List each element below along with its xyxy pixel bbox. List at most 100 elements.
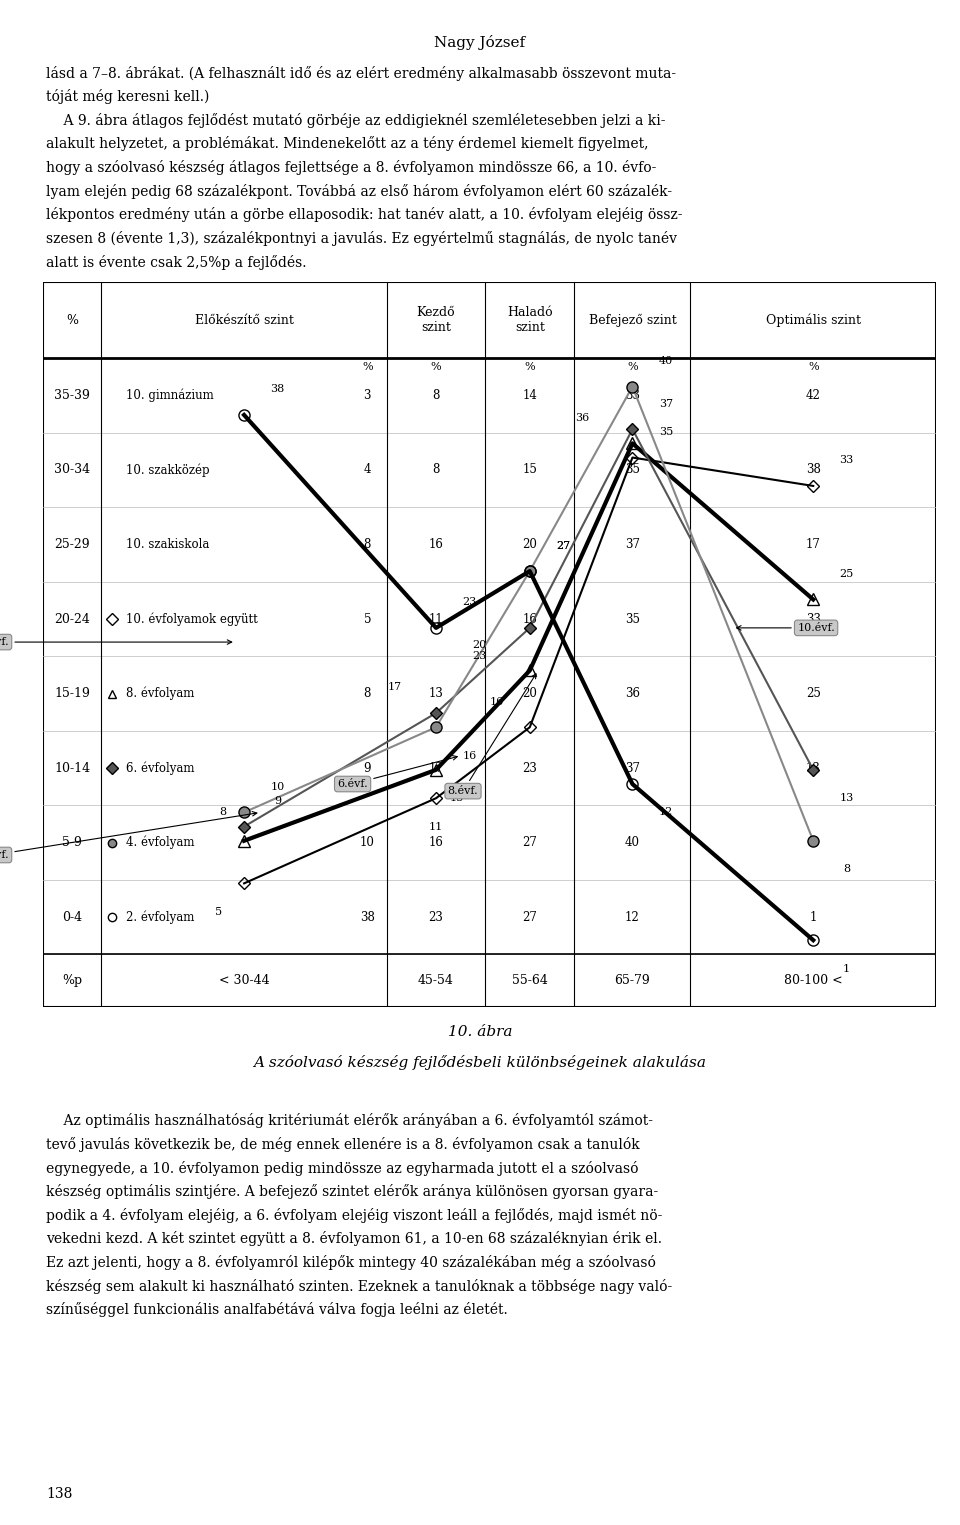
Text: 5: 5 [364,613,371,625]
Text: színűséggel funkcionális analfabétává válva fogja leélni az életét.: színűséggel funkcionális analfabétává vá… [46,1302,508,1318]
Text: 4.évf.: 4.évf. [0,811,257,860]
Text: 37: 37 [625,538,640,551]
Text: 8: 8 [432,389,440,403]
Text: 10-14: 10-14 [54,761,90,775]
Text: 42: 42 [805,389,821,403]
Text: A 9. ábra átlagos fejlődést mutató görbéje az eddigieknél szemléletesebben jelzi: A 9. ábra átlagos fejlődést mutató görbé… [46,113,665,128]
Text: %: % [431,361,442,372]
Text: Előkészítő szint: Előkészítő szint [195,314,294,326]
Text: egynegyede, a 10. évfolyamon pedig mindössze az egyharmada jutott el a szóolvasó: egynegyede, a 10. évfolyamon pedig mindö… [46,1161,638,1176]
Text: 45-54: 45-54 [419,974,454,987]
Text: lásd a 7–8. ábrákat. (A felhasznált idő és az elért eredmény alkalmasabb összevo: lásd a 7–8. ábrákat. (A felhasznált idő … [46,66,676,81]
Text: 13: 13 [450,793,464,804]
Text: 33: 33 [625,389,640,403]
Text: szesen 8 (évente 1,3), százalékpontnyi a javulás. Ez egyértelmű stagnálás, de ny: szesen 8 (évente 1,3), százalékpontnyi a… [46,232,677,246]
Text: készség sem alakult ki használható szinten. Ezeknek a tanulóknak a többsége nagy: készség sem alakult ki használható szint… [46,1278,672,1293]
Text: 27: 27 [522,910,538,924]
Text: 36: 36 [575,413,589,422]
Text: A szóolvasó készség fejlődésbeli különbségeinek alakulása: A szóolvasó készség fejlődésbeli különbs… [253,1055,707,1071]
Text: 27: 27 [556,540,570,551]
Text: 1: 1 [809,910,817,924]
Text: 33: 33 [839,456,853,465]
Text: 4: 4 [364,464,371,476]
Text: 138: 138 [46,1487,72,1501]
Text: 13: 13 [805,761,821,775]
Text: 10. ábra: 10. ábra [447,1025,513,1039]
Text: 17: 17 [805,538,821,551]
Text: 16: 16 [428,836,444,849]
Text: 37: 37 [659,398,673,409]
Text: 27: 27 [556,540,570,551]
Text: alakult helyzetet, a problémákat. Mindenekelőtt az a tény érdemel kiemelt figyel: alakult helyzetet, a problémákat. Minden… [46,137,649,151]
Text: %: % [524,361,535,372]
Text: 8: 8 [809,836,817,849]
Text: %: % [627,361,637,372]
Text: 30-34: 30-34 [54,464,90,476]
Text: 12: 12 [625,910,639,924]
Text: 16: 16 [490,697,503,706]
Text: 55-64: 55-64 [512,974,548,987]
Text: 23: 23 [472,651,487,662]
Text: 10. szakiskola: 10. szakiskola [126,538,209,551]
Text: 13: 13 [839,793,853,804]
Text: 40: 40 [659,355,673,366]
Text: 2.évf.: 2.évf. [0,637,231,647]
Text: 20: 20 [522,538,538,551]
Text: 27: 27 [522,836,538,849]
Text: lékpontos eredmény után a görbe ellaposodik: hat tanév alatt, a 10. évfolyam ele: lékpontos eredmény után a görbe ellaposo… [46,207,683,223]
Text: 36: 36 [625,688,640,700]
Text: 14: 14 [522,389,538,403]
Text: 20: 20 [472,640,487,650]
Text: 8: 8 [364,688,371,700]
Text: Kezdő
szint: Kezdő szint [417,307,455,334]
Text: < 30-44: < 30-44 [219,974,270,987]
Text: 10. szakközép: 10. szakközép [126,464,210,477]
Text: 5: 5 [215,907,223,917]
Text: 11: 11 [429,613,444,625]
Text: Ez azt jelenti, hogy a 8. évfolyamról kilépők mintegy 40 százalékában még a szóo: Ez azt jelenti, hogy a 8. évfolyamról ki… [46,1255,656,1270]
Text: 37: 37 [625,761,640,775]
Text: 38: 38 [360,910,374,924]
Text: 2. évfolyam: 2. évfolyam [126,910,195,924]
Text: 35: 35 [659,427,673,438]
Text: 40: 40 [625,836,640,849]
Text: 20: 20 [522,688,538,700]
Text: 17: 17 [428,761,444,775]
Text: 23: 23 [428,910,444,924]
Text: 9: 9 [274,796,281,807]
Text: 8: 8 [843,865,851,874]
Text: tevő javulás következik be, de még ennek ellenére is a 8. évfolyamon csak a tanu: tevő javulás következik be, de még ennek… [46,1138,639,1151]
Text: 12: 12 [659,807,673,817]
Text: készség optimális szintjére. A befejező szintet elérők aránya különösen gyorsan : készség optimális szintjére. A befejező … [46,1183,659,1199]
Text: 8.évf.: 8.évf. [447,674,536,796]
Text: 9: 9 [364,761,371,775]
Text: 16: 16 [428,538,444,551]
Text: 13: 13 [428,688,444,700]
Text: 8: 8 [220,807,227,817]
Text: 6. évfolyam: 6. évfolyam [126,761,195,775]
Text: lyam elején pedig 68 százalékpont. Továbbá az első három évfolyamon elért 60 szá: lyam elején pedig 68 százalékpont. Továb… [46,185,672,198]
Text: 10: 10 [360,836,374,849]
Text: podik a 4. évfolyam elejéig, a 6. évfolyam elejéig viszont leáll a fejlődés, maj: podik a 4. évfolyam elejéig, a 6. évfoly… [46,1208,662,1223]
Text: 80-100 <: 80-100 < [784,974,843,987]
Text: 35: 35 [625,464,640,476]
Text: 6.évf.: 6.évf. [337,755,457,788]
Text: 16: 16 [522,613,538,625]
Text: %: % [808,361,819,372]
Text: 15: 15 [522,464,538,476]
Text: 10.évf.: 10.évf. [736,622,835,633]
Text: %p: %p [62,974,83,987]
Text: Optimális szint: Optimális szint [766,314,861,326]
Text: vekedni kezd. A két szintet együtt a 8. évfolyamon 61, a 10-en 68 százaléknyian : vekedni kezd. A két szintet együtt a 8. … [46,1232,662,1246]
Text: 17: 17 [387,683,401,692]
Text: hogy a szóolvasó készség átlagos fejlettsége a 8. évfolyamon mindössze 66, a 10.: hogy a szóolvasó készség átlagos fejlett… [46,160,657,175]
Text: 33: 33 [805,613,821,625]
Text: 0-4: 0-4 [62,910,83,924]
Text: 10: 10 [271,782,284,791]
Text: 35: 35 [625,613,640,625]
Text: Befejező szint: Befejező szint [588,314,677,326]
Text: 8: 8 [432,464,440,476]
Text: 10. gimnázium: 10. gimnázium [126,389,214,403]
Text: alatt is évente csak 2,5%p a fejlődés.: alatt is évente csak 2,5%p a fejlődés. [46,255,306,270]
Text: 25: 25 [839,569,853,580]
